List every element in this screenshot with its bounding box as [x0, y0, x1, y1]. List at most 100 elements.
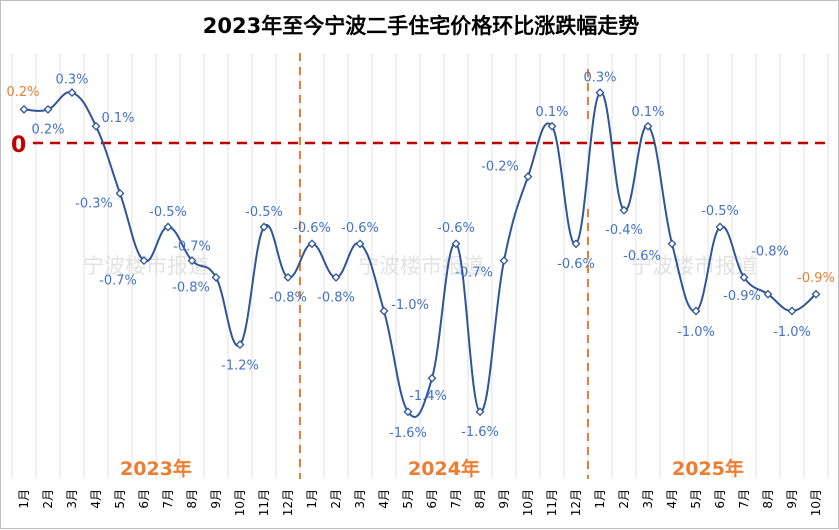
data-label: 0.1%	[535, 105, 568, 120]
x-tick-label: 10月	[233, 489, 247, 516]
data-label: 0.2%	[31, 122, 64, 137]
data-label: 0.3%	[583, 71, 616, 86]
data-point	[307, 239, 317, 249]
x-tick-label: 7月	[449, 489, 463, 509]
data-point	[691, 306, 701, 316]
data-label: -0.7%	[99, 274, 137, 289]
x-tick-label: 10月	[809, 489, 823, 516]
data-point	[547, 121, 557, 131]
x-tick-label: 10月	[521, 489, 535, 516]
x-tick-label: 2月	[617, 489, 631, 509]
x-tick-label: 2月	[41, 489, 55, 509]
data-label: -1.6%	[461, 425, 499, 440]
data-point	[571, 239, 581, 249]
x-tick-label: 11月	[257, 489, 271, 516]
data-points	[19, 88, 821, 417]
data-point	[499, 256, 509, 266]
data-point	[259, 222, 269, 232]
x-tick-label: 1月	[305, 489, 319, 509]
data-point	[475, 407, 485, 417]
x-tick-label: 3月	[641, 489, 655, 509]
x-tick-label: 12月	[569, 489, 583, 516]
year-label: 2023年	[120, 457, 192, 480]
data-point	[355, 239, 365, 249]
data-point	[187, 256, 197, 266]
zero-line-label: 0	[11, 133, 26, 158]
x-tick-label: 9月	[497, 489, 511, 509]
data-point	[139, 256, 149, 266]
x-tick-label: 1月	[17, 489, 31, 509]
x-tick-label: 6月	[425, 489, 439, 509]
data-point	[67, 88, 77, 98]
data-point	[739, 272, 749, 282]
data-point	[91, 121, 101, 131]
data-point	[787, 306, 797, 316]
x-tick-label: 4月	[89, 489, 103, 509]
data-point	[667, 239, 677, 249]
data-point	[811, 289, 821, 299]
data-point	[211, 272, 221, 282]
data-label: -0.6%	[557, 257, 595, 272]
x-tick-label: 6月	[713, 489, 727, 509]
data-label: -0.7%	[173, 240, 211, 255]
data-label: -0.5%	[149, 205, 187, 220]
year-dividers	[299, 53, 589, 479]
x-tick-label: 9月	[209, 489, 223, 509]
data-label: -1.0%	[773, 325, 811, 340]
data-label: -0.8%	[317, 290, 355, 305]
data-label: -0.5%	[701, 204, 739, 219]
x-tick-label: 3月	[353, 489, 367, 509]
data-label: -0.6%	[293, 221, 331, 236]
x-tick-label: 11月	[545, 489, 559, 516]
chart-title: 2023年至今宁波二手住宅价格环比涨跌幅走势	[203, 14, 639, 38]
data-point	[379, 306, 389, 316]
data-label: -0.5%	[245, 205, 283, 220]
data-label: -0.2%	[481, 160, 519, 175]
data-label: -0.6%	[437, 221, 475, 236]
data-label: 0.1%	[101, 111, 134, 126]
data-point	[763, 289, 773, 299]
watermark: 宁波楼市报道	[83, 254, 209, 278]
data-point	[523, 172, 533, 182]
data-labels: 0.2% 0.2% 0.3% 0.1% -0.3% -0.7% -0.5% -0.7% -0.8…	[6, 71, 834, 441]
x-tick-label: 9月	[785, 489, 799, 509]
data-label: -0.8%	[269, 290, 307, 305]
data-label: -0.3%	[75, 196, 113, 211]
data-label: -1.4%	[409, 389, 447, 404]
data-point	[619, 205, 629, 215]
x-tick-label: 8月	[761, 489, 775, 509]
x-tick-label: 5月	[113, 489, 127, 509]
data-label: -1.2%	[221, 359, 259, 374]
data-point	[715, 222, 725, 232]
data-label: -0.8%	[172, 280, 210, 295]
data-point	[427, 373, 437, 383]
x-tick-label: 7月	[737, 489, 751, 509]
x-tick-label: 8月	[473, 489, 487, 509]
x-tick-labels: 1月 2月 3月 4月 5月 6月 7月 8月 9月 10月 11月 12月 1月 2月 3月 4月 5月 6月 7…	[17, 489, 823, 516]
x-tick-label: 5月	[689, 489, 703, 509]
x-tick-label: 2月	[329, 489, 343, 509]
year-labels: 2023年 2024年 2025年	[120, 457, 744, 480]
data-point	[163, 222, 173, 232]
data-label: -0.6%	[341, 221, 379, 236]
data-label: -0.9%	[797, 271, 835, 286]
data-point	[235, 340, 245, 350]
data-point	[19, 104, 29, 114]
x-tick-label: 1月	[593, 489, 607, 509]
data-point	[643, 121, 653, 131]
data-point	[403, 407, 413, 417]
data-point	[331, 272, 341, 282]
x-tick-label: 4月	[377, 489, 391, 509]
data-label: -0.7%	[455, 266, 493, 281]
data-label: -1.0%	[391, 298, 429, 313]
x-tick-label: 4月	[665, 489, 679, 509]
x-tick-label: 12月	[281, 489, 295, 516]
x-tick-label: 6月	[137, 489, 151, 509]
data-point	[115, 188, 125, 198]
data-label: -0.9%	[723, 289, 761, 304]
x-tick-label: 5月	[401, 489, 415, 509]
x-tick-label: 8月	[185, 489, 199, 509]
data-label: -0.4%	[605, 223, 643, 238]
